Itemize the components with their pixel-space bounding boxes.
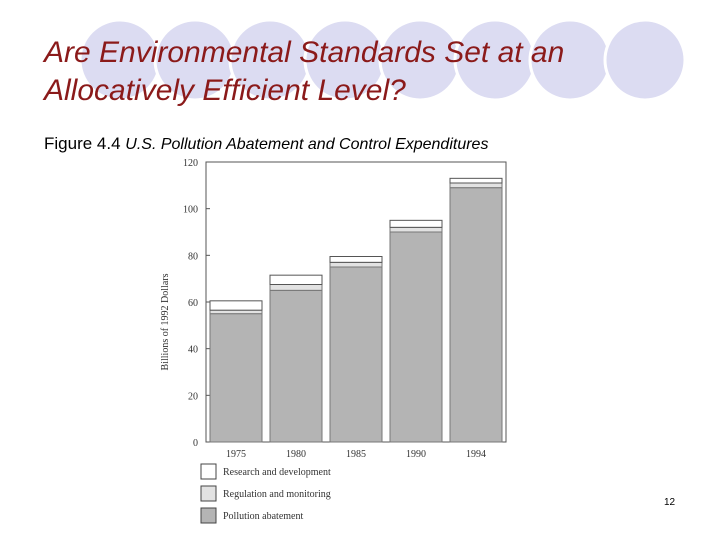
bar-segment	[329, 261, 383, 268]
y-tick-label: 40	[188, 345, 198, 356]
bar-segment	[449, 187, 503, 443]
x-tick-label: 1994	[466, 449, 486, 460]
y-tick-label: 0	[193, 438, 198, 449]
bar-segment	[449, 182, 503, 189]
y-tick-label: 20	[188, 391, 198, 402]
x-tick-label: 1985	[346, 449, 366, 460]
legend-swatch	[200, 463, 217, 480]
bar-segment	[209, 300, 263, 311]
bar-segment	[209, 313, 263, 443]
legend-swatch	[200, 485, 217, 502]
x-tick-label: 1990	[406, 449, 426, 460]
slide-title: Are Environmental Standards Set at an Al…	[44, 36, 565, 107]
x-tick-label: 1975	[226, 449, 246, 460]
y-tick-label: 120	[183, 158, 198, 169]
figure-caption: Figure 4.4 U.S. Pollution Abatement and …	[44, 134, 488, 154]
y-axis-label: Billions of 1992 Dollars	[160, 273, 171, 370]
bar-segment	[389, 226, 443, 233]
bar-segment	[269, 284, 323, 291]
bar-segment	[329, 266, 383, 443]
legend-label: Regulation and monitoring	[223, 489, 331, 500]
bar-segment	[329, 256, 383, 263]
bar-segment	[449, 177, 503, 184]
legend-swatch	[200, 507, 217, 524]
bar-segment	[269, 274, 323, 285]
bar-segment	[389, 231, 443, 443]
figure-title: U.S. Pollution Abatement and Control Exp…	[125, 136, 489, 153]
x-tick-label: 1980	[286, 449, 306, 460]
legend-label: Research and development	[223, 467, 331, 478]
bar-segment	[269, 289, 323, 443]
page-number: 12	[664, 497, 676, 508]
bar-segment	[209, 309, 263, 315]
legend-label: Pollution abatement	[223, 511, 303, 522]
y-tick-label: 100	[183, 205, 198, 216]
figure-label: Figure 4.4	[44, 134, 121, 153]
bar-segment	[389, 219, 443, 228]
y-tick-label: 60	[188, 298, 198, 309]
y-tick-label: 80	[188, 251, 198, 262]
